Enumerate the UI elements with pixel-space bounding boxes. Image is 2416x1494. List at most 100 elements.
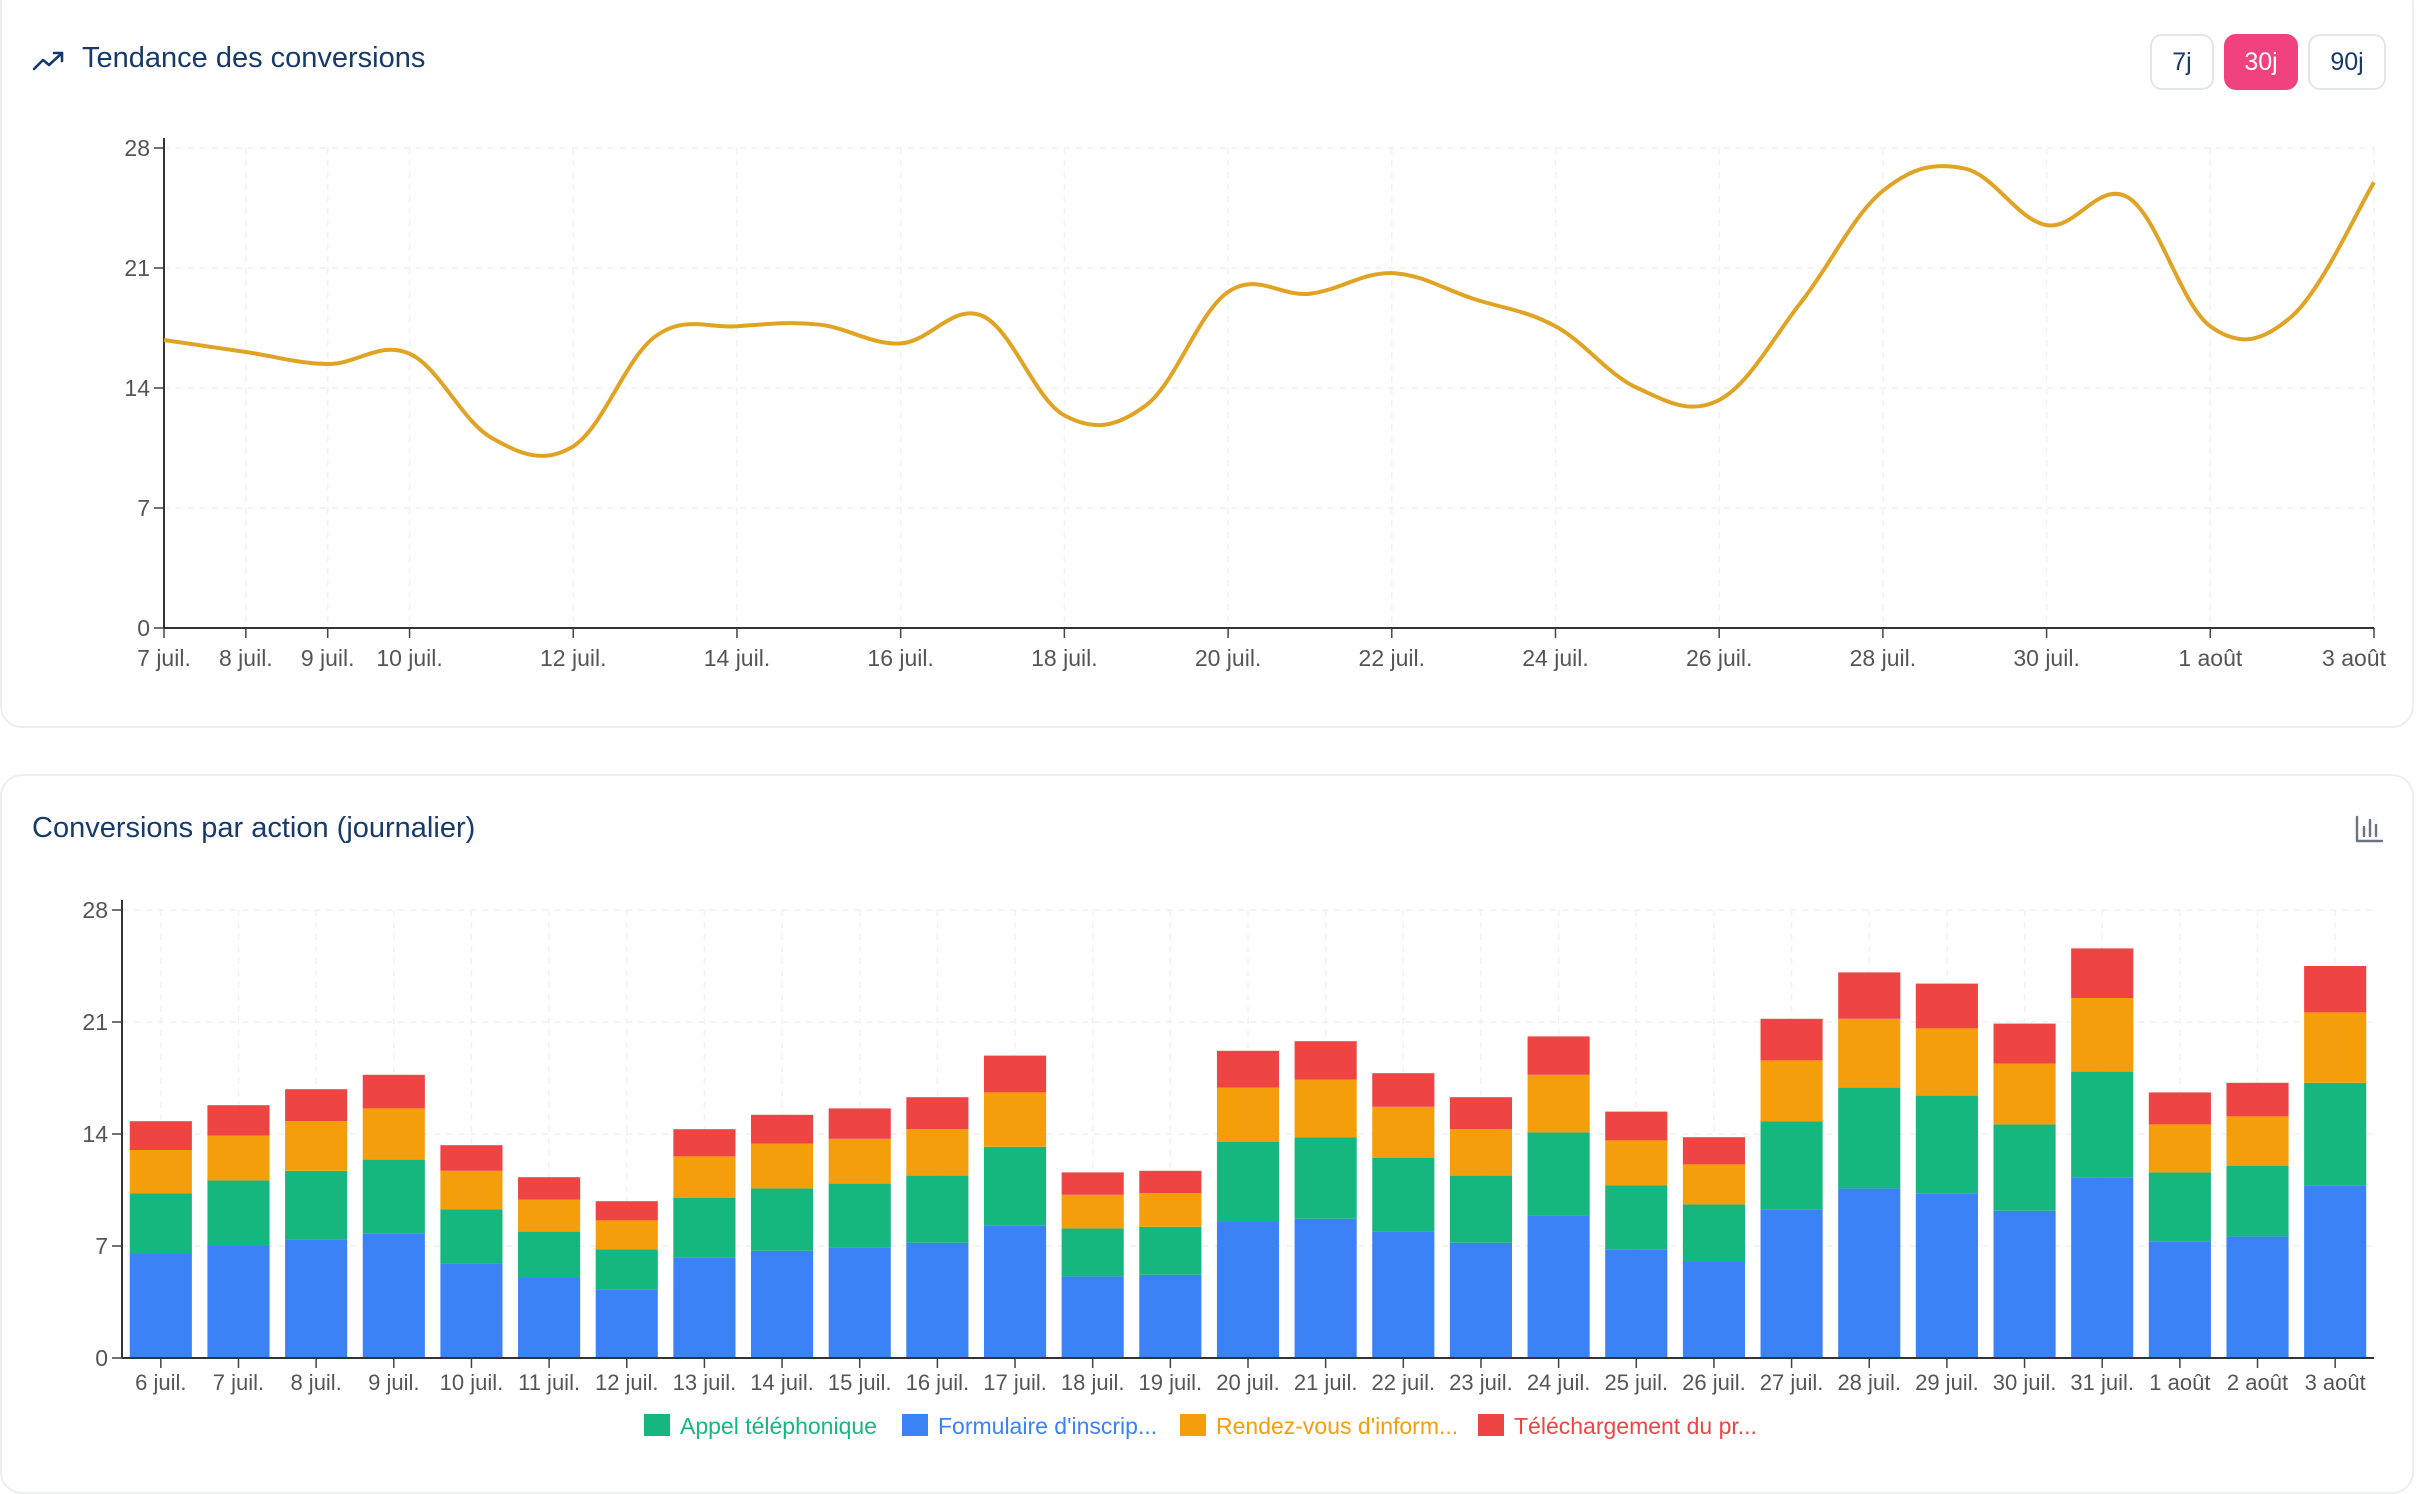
bar-segment-formulaire bbox=[518, 1278, 581, 1358]
bar-segment-formulaire bbox=[2148, 1241, 2211, 1358]
bar-segment-rendezvous bbox=[2226, 1116, 2289, 1166]
bar-segment-telechargement bbox=[2148, 1092, 2211, 1125]
bar-segment-appel bbox=[1449, 1175, 1513, 1243]
range-90d-button[interactable]: 90j bbox=[2308, 34, 2386, 90]
bar-segment-appel bbox=[129, 1193, 192, 1254]
bar-segment-formulaire bbox=[595, 1289, 658, 1358]
legend-item-telechargement[interactable]: Téléchargement du pr... bbox=[1478, 1413, 1757, 1439]
bars-y-tick-label: 14 bbox=[82, 1121, 108, 1147]
bar-segment-rendezvous bbox=[1993, 1063, 2056, 1125]
bars-x-tick-label: 11 juil. bbox=[518, 1370, 580, 1395]
bar-segment-appel bbox=[983, 1146, 1047, 1226]
bar-segment-rendezvous bbox=[1527, 1074, 1590, 1133]
bars-x-tick-label: 10 juil. bbox=[440, 1370, 504, 1395]
bars-x-tick-label: 3 août bbox=[2305, 1370, 2366, 1395]
trend-series-line bbox=[163, 164, 2376, 458]
bar-segment-telechargement bbox=[1294, 1041, 1357, 1080]
range-7d-button[interactable]: 7j bbox=[2150, 34, 2214, 90]
legend-item-rendezvous[interactable]: Rendez-vous d'inform... bbox=[1180, 1413, 1458, 1439]
bars-x-tick-label: 9 juil. bbox=[368, 1370, 419, 1395]
bar-segment-telechargement bbox=[906, 1097, 969, 1130]
bar-segment-telechargement bbox=[440, 1145, 503, 1171]
bar-segment-formulaire bbox=[1139, 1274, 1202, 1358]
legend-item-formulaire[interactable]: Formulaire d'inscrip... bbox=[902, 1413, 1157, 1439]
bar-segment-appel bbox=[1838, 1087, 1901, 1189]
bar-segment-telechargement bbox=[595, 1201, 658, 1221]
bar-segment-rendezvous bbox=[1139, 1193, 1202, 1227]
trending-up-icon bbox=[32, 50, 66, 72]
trend-y-tick-label: 28 bbox=[124, 135, 150, 161]
bar-segment-rendezvous bbox=[906, 1129, 969, 1176]
conversion-trend-card: Tendance des conversions 7j 30j 90j 0 7 14… bbox=[0, 0, 2414, 728]
bar-segment-formulaire bbox=[1527, 1215, 1590, 1358]
trend-x-tick-label: 18 juil. bbox=[1031, 645, 1097, 671]
bar-segment-appel bbox=[595, 1249, 658, 1290]
bar-segment-formulaire bbox=[285, 1239, 348, 1358]
bar-segment-appel bbox=[1294, 1137, 1357, 1219]
bar-segment-appel bbox=[440, 1209, 503, 1264]
trend-y-tick-label: 14 bbox=[124, 375, 150, 401]
bar-segment-appel bbox=[906, 1175, 969, 1243]
bar-segment-telechargement bbox=[1527, 1036, 1590, 1075]
trend-x-tick-label: 22 juil. bbox=[1359, 645, 1425, 671]
range-30d-button[interactable]: 30j bbox=[2224, 34, 2298, 90]
bar-segment-appel bbox=[1372, 1158, 1435, 1232]
trend-x-tick-label: 30 juil. bbox=[2013, 645, 2079, 671]
bars-x-tick-label: 12 juil. bbox=[595, 1370, 659, 1395]
bars-x-tick-label: 21 juil. bbox=[1294, 1370, 1358, 1395]
bars-x-tick-label: 28 juil. bbox=[1837, 1370, 1901, 1395]
bars-y-tick-label: 21 bbox=[82, 1009, 108, 1035]
legend-swatch-telechargement bbox=[1478, 1414, 1504, 1436]
bars-y-tick-label: 0 bbox=[95, 1345, 108, 1371]
bar-segment-telechargement bbox=[518, 1177, 581, 1200]
bar-segment-rendezvous bbox=[440, 1170, 503, 1210]
bar-segment-rendezvous bbox=[1682, 1164, 1745, 1205]
bar-segment-appel bbox=[1993, 1124, 2056, 1211]
legend-swatch-appel bbox=[644, 1414, 670, 1436]
bars-x-tick-label: 1 août bbox=[2149, 1370, 2210, 1395]
bar-segment-rendezvous bbox=[1216, 1087, 1280, 1142]
conversions-stacked-bar-chart: 0 7 14 21 28 6 juil. 7 juil. 8 juil. 9 juil. 10 j… bbox=[82, 897, 2374, 1439]
bar-chart-icon[interactable] bbox=[2354, 814, 2384, 844]
bar-segment-rendezvous bbox=[129, 1150, 192, 1194]
bar-segment-appel bbox=[362, 1159, 425, 1234]
bars-x-tick-label: 22 juil. bbox=[1372, 1370, 1436, 1395]
trend-x-tick-label: 9 juil. bbox=[301, 645, 355, 671]
bar-segment-telechargement bbox=[1838, 972, 1901, 1019]
bar-segment-formulaire bbox=[2226, 1236, 2289, 1358]
bars-x-tick-label: 19 juil. bbox=[1139, 1370, 1203, 1395]
bar-segment-telechargement bbox=[1993, 1023, 2056, 1064]
bar-segment-telechargement bbox=[751, 1114, 814, 1144]
bars-x-tick-label: 24 juil. bbox=[1527, 1370, 1591, 1395]
legend-item-appel[interactable]: Appel téléphonique bbox=[644, 1413, 877, 1439]
bar-segment-rendezvous bbox=[1760, 1060, 1823, 1122]
bars-x-tick-label: 20 juil. bbox=[1216, 1370, 1280, 1395]
bars-x-tick-label: 13 juil. bbox=[673, 1370, 737, 1395]
bar-segment-formulaire bbox=[362, 1233, 425, 1358]
bar-segment-formulaire bbox=[1760, 1209, 1823, 1358]
bar-segment-rendezvous bbox=[2071, 998, 2134, 1072]
bar-segment-formulaire bbox=[207, 1246, 270, 1358]
bar-segment-appel bbox=[518, 1231, 581, 1278]
bars-x-tick-label: 30 juil. bbox=[1993, 1370, 2057, 1395]
trend-x-tick-label: 8 juil. bbox=[219, 645, 273, 671]
bars-y-tick-label: 28 bbox=[82, 897, 108, 923]
bar-segment-telechargement bbox=[1915, 983, 1978, 1029]
legend-swatch-formulaire bbox=[902, 1414, 928, 1436]
trend-x-tick-label: 10 juil. bbox=[376, 645, 442, 671]
bar-segment-formulaire bbox=[1294, 1218, 1357, 1358]
bar-segment-formulaire bbox=[751, 1250, 814, 1358]
bar-segment-telechargement bbox=[673, 1129, 736, 1157]
bar-segment-appel bbox=[1216, 1142, 1280, 1222]
bar-segment-telechargement bbox=[1139, 1170, 1202, 1194]
trend-x-tick-label: 16 juil. bbox=[867, 645, 933, 671]
trend-x-tick-label: 7 juil. bbox=[137, 645, 191, 671]
bar-segment-appel bbox=[828, 1183, 891, 1248]
bar-segment-appel bbox=[1061, 1228, 1124, 1277]
bar-segment-telechargement bbox=[983, 1055, 1047, 1093]
bar-segment-formulaire bbox=[906, 1242, 969, 1358]
legend-label-appel: Appel téléphonique bbox=[680, 1413, 877, 1439]
bar-segment-rendezvous bbox=[1449, 1129, 1513, 1176]
bar-segment-appel bbox=[2071, 1071, 2134, 1178]
trend-x-tick-label: 26 juil. bbox=[1686, 645, 1752, 671]
